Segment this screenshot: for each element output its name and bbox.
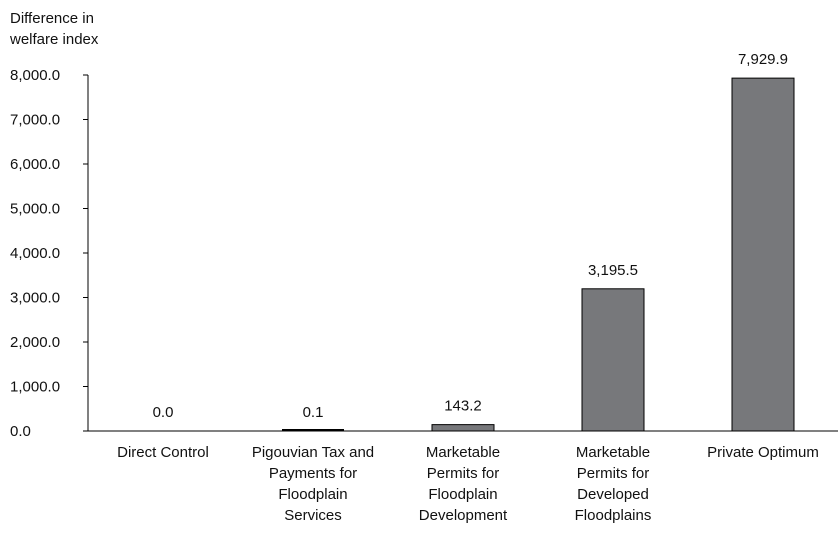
y-axis: 0.0 1,000.0 2,000.0 3,000.0 4,000.0 5,000.0 6,…: [10, 67, 838, 440]
y-tick-label: 4,000.0: [10, 245, 60, 262]
category-label: Development: [419, 507, 508, 524]
x-axis-labels: Direct Control Pigouvian Tax and Payments …: [117, 444, 819, 524]
bar-value-label: 7,929.9: [738, 51, 788, 68]
y-tick-label: 7,000.0: [10, 112, 60, 129]
category-label: Floodplain: [428, 486, 497, 503]
y-tick-label: 0.0: [10, 423, 31, 440]
y-tick-label: 6,000.0: [10, 156, 60, 173]
category-label: Payments for: [269, 465, 357, 482]
category-label: Private Optimum: [707, 444, 819, 461]
category-label: Permits for: [427, 465, 500, 482]
y-tick-label: 5,000.0: [10, 201, 60, 218]
y-tick-label: 1,000.0: [10, 379, 60, 396]
bar: [581, 288, 645, 432]
category-label: Direct Control: [117, 444, 209, 461]
bar-value-label: 0.1: [303, 404, 324, 421]
y-axis-label-line: welfare index: [9, 31, 99, 48]
bar-value-label: 143.2: [444, 398, 482, 415]
category-label: Services: [284, 507, 342, 524]
y-axis-label-line: Difference in: [10, 10, 94, 27]
y-tick-label: 3,000.0: [10, 290, 60, 307]
bar-value-label: 3,195.5: [588, 262, 638, 279]
bars: [131, 77, 795, 432]
value-labels: 0.0 0.1 143.2 3,195.5 7,929.9: [153, 51, 788, 421]
bar: [431, 424, 495, 432]
category-label: Marketable: [426, 444, 500, 461]
y-tick-label: 8,000.0: [10, 67, 60, 84]
y-axis-label: Difference in welfare index: [9, 10, 99, 48]
category-label: Developed: [577, 486, 649, 503]
y-tick-label: 2,000.0: [10, 334, 60, 351]
category-label: Pigouvian Tax and: [252, 444, 374, 461]
category-label: Floodplains: [575, 507, 652, 524]
category-label: Permits for: [577, 465, 650, 482]
category-label: Floodplain: [278, 486, 347, 503]
bar: [731, 77, 795, 432]
category-label: Marketable: [576, 444, 650, 461]
bar-value-label: 0.0: [153, 404, 174, 421]
